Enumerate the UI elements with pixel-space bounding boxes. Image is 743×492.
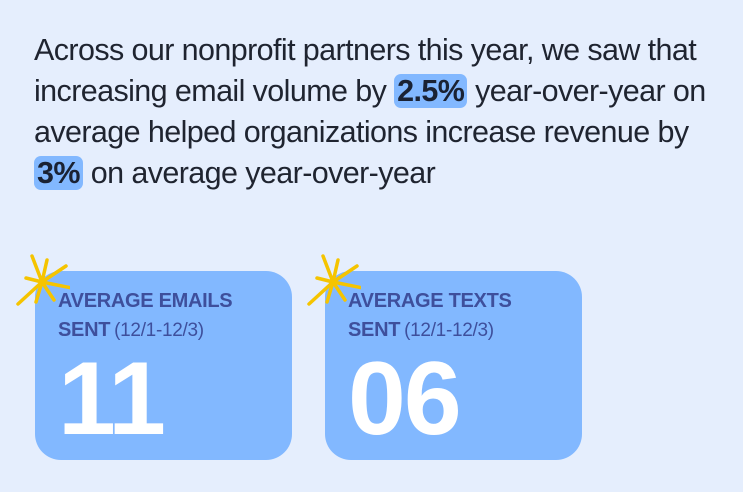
- card-average-emails: AVERAGE EMAILS SENT (12/1-12/3) 11: [35, 271, 292, 460]
- card-value: 06: [348, 341, 462, 457]
- highlight-email-volume: 2.5%: [394, 74, 468, 108]
- card-label: AVERAGE EMAILS SENT (12/1-12/3): [58, 290, 233, 341]
- intro-text: on average year-over-year: [82, 156, 436, 190]
- card-average-texts: AVERAGE TEXTS SENT (12/1-12/3) 06: [325, 271, 582, 460]
- intro-text: Across our nonprofit partners this year,…: [34, 33, 697, 108]
- intro-text: year-over-year on average helped organiz…: [34, 74, 706, 149]
- card-value: 11: [58, 341, 166, 457]
- highlight-revenue: 3%: [34, 156, 83, 190]
- card-label: AVERAGE TEXTS SENT (12/1-12/3): [348, 290, 512, 341]
- card-dates: (12/1-12/3): [404, 320, 494, 341]
- intro-paragraph: Across our nonprofit partners this year,…: [34, 30, 714, 194]
- sparkle-icon: [16, 254, 70, 306]
- card-dates: (12/1-12/3): [114, 320, 204, 341]
- sparkle-icon: [307, 254, 361, 306]
